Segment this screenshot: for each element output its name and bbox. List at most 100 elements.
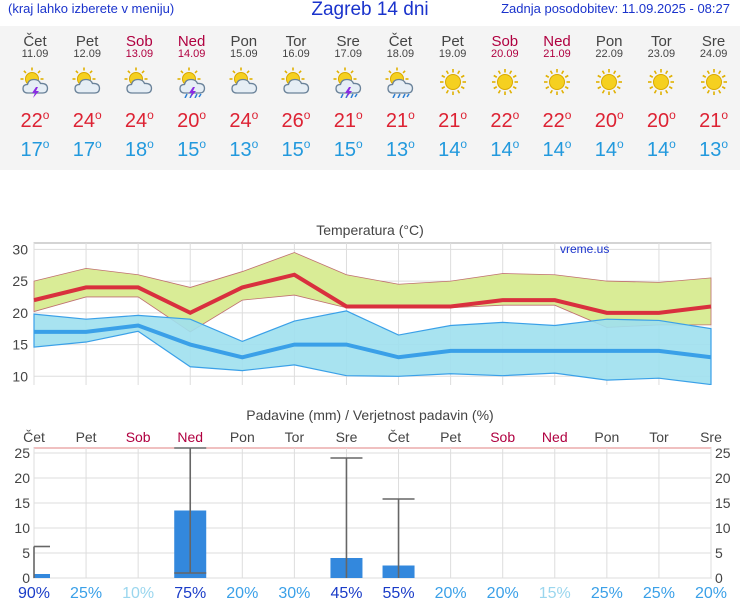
- max-temperature-range: [33, 252, 712, 333]
- precipitation-probability: 20%: [435, 585, 467, 600]
- daily-forecast-panel: Čet 11.09 22o 17o Pet 12.09 24o 17o Sob 13.09 24o 1…: [0, 26, 740, 170]
- day-name: Pon: [230, 33, 258, 50]
- x-tick-label: Sre: [336, 429, 358, 445]
- sun-cloud-icon: [71, 66, 103, 98]
- max-temperature: 20o: [646, 108, 676, 132]
- y-tick-label: 0: [22, 570, 30, 586]
- day-date: 20.09: [491, 48, 519, 60]
- day-name: Sob: [126, 33, 153, 50]
- precipitation-probability: 25%: [643, 585, 675, 600]
- max-temperature: 21o: [699, 108, 729, 132]
- min-temperature: 15o: [177, 137, 207, 161]
- day-column: Sob 13.09 24o 18o: [113, 33, 165, 162]
- y-tick-label-right: 10: [715, 520, 731, 536]
- sun-cloud-icon: [280, 66, 312, 98]
- day-date: 17.09: [334, 48, 362, 60]
- x-tick-label: Pet: [440, 429, 461, 445]
- day-date: 23.09: [647, 48, 676, 60]
- y-tick-label: 5: [22, 545, 30, 561]
- day-name: Sre: [701, 33, 726, 50]
- day-name: Pon: [595, 33, 623, 50]
- sun-icon: [698, 66, 730, 98]
- y-tick-label: 25: [12, 273, 28, 289]
- x-tick-label: Sob: [126, 429, 151, 445]
- y-tick-label: 10: [12, 368, 28, 384]
- min-temperature: 14o: [438, 137, 468, 161]
- precipitation-chart: 0 0 5 5 10 10 15 15 20 20 25 25 Padavine (mm) / Verj…: [14, 407, 731, 600]
- day-column: Sob 20.09 22o 14o: [479, 33, 531, 162]
- day-name: Tor: [650, 33, 672, 50]
- day-name: Sre: [336, 33, 360, 50]
- min-temperature-line: [34, 323, 712, 360]
- y-tick-label: 20: [12, 305, 28, 321]
- min-temperature: 14o: [594, 137, 624, 161]
- precipitation-probability: 75%: [174, 585, 206, 600]
- page-title: Zagreb 14 dni: [311, 0, 429, 20]
- max-temperature: 22o: [490, 108, 520, 132]
- max-temperature: 24o: [124, 108, 154, 132]
- max-temperature: 26o: [281, 108, 311, 132]
- max-temperature: 24o: [72, 108, 102, 132]
- sun-cloud-rain-thunder-icon: [332, 66, 364, 99]
- sun-icon: [437, 66, 469, 98]
- day-date: 14.09: [177, 48, 206, 60]
- day-date: 13.09: [125, 48, 154, 60]
- precipitation-bar: [34, 574, 50, 578]
- day-column: Pon 22.09 20o 14o: [583, 33, 635, 162]
- last-updated: Zadnja posodobitev: 11.09.2025 - 08:27: [501, 1, 730, 16]
- day-date: 22.09: [595, 48, 623, 60]
- precipitation-probability: 10%: [122, 585, 154, 600]
- precipitation-probability: 45%: [330, 585, 362, 600]
- x-tick-label: Pet: [76, 429, 97, 445]
- y-tick-label: 25: [14, 445, 30, 461]
- day-column: Pet 12.09 24o 17o: [61, 33, 113, 162]
- min-temperature: 13o: [699, 137, 729, 161]
- day-column: Čet 18.09 21o 13o: [374, 33, 426, 162]
- y-tick-label: 20: [14, 470, 30, 486]
- precipitation-probability: 25%: [591, 585, 623, 600]
- day-column: Pet 19.09 21o 14o: [427, 33, 479, 162]
- max-temperature: 22o: [20, 108, 50, 132]
- y-tick-label: 10: [14, 520, 30, 536]
- min-temperature: 15o: [281, 137, 311, 161]
- day-date: 12.09: [73, 48, 101, 60]
- day-date: 16.09: [282, 48, 310, 60]
- x-tick-label: Ned: [177, 429, 203, 445]
- day-date: 18.09: [386, 48, 415, 60]
- max-temperature: 20o: [177, 108, 207, 132]
- x-tick-label: Sre: [700, 429, 722, 445]
- temperature-chart-title: Temperatura (°C): [316, 222, 424, 238]
- day-name: Ned: [543, 33, 571, 50]
- day-name: Tor: [285, 33, 307, 50]
- min-temperature: 15o: [333, 137, 363, 161]
- y-tick-label-right: 25: [715, 445, 731, 461]
- day-column: Sre 17.09 21o 15o: [322, 33, 374, 162]
- min-temperature: 14o: [542, 137, 572, 161]
- x-tick-label: Ned: [542, 429, 568, 445]
- sun-cloud-rain-thunder-icon: [176, 66, 208, 99]
- x-tick-label: Pon: [230, 429, 255, 445]
- sun-cloud-rain-icon: [384, 66, 416, 99]
- max-temperature-line: [33, 272, 712, 316]
- y-tick-label: 15: [12, 337, 28, 353]
- day-column: Sre 24.09 21o 13o: [688, 33, 740, 162]
- sun-icon: [489, 66, 521, 98]
- min-temperature: 13o: [229, 137, 259, 161]
- day-date: 19.09: [438, 48, 467, 60]
- max-temperature: 22o: [542, 108, 572, 132]
- precipitation-probability: 25%: [70, 585, 102, 600]
- watermark: vreme.us: [560, 242, 609, 256]
- x-tick-label: Tor: [285, 429, 305, 445]
- y-tick-label: 15: [14, 495, 30, 511]
- precipitation-probability: 15%: [539, 585, 571, 600]
- y-tick-label: 30: [12, 241, 28, 257]
- max-temperature: 20o: [594, 108, 624, 132]
- x-tick-label: Čet: [388, 429, 410, 445]
- min-temperature: 18o: [124, 137, 154, 161]
- precipitation-probability: 20%: [487, 585, 519, 600]
- precipitation-probability: 20%: [226, 585, 258, 600]
- plot-area: [33, 447, 712, 579]
- sun-icon: [593, 66, 625, 98]
- min-temperature: 17o: [72, 137, 102, 161]
- x-tick-label: Čet: [23, 429, 45, 445]
